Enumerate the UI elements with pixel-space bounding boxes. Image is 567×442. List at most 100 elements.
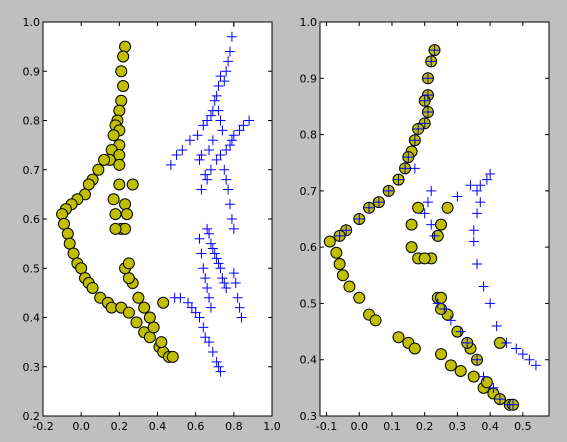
x-tick-label: 0.2 <box>416 420 434 433</box>
cross-point <box>194 312 205 323</box>
cross-point <box>198 120 209 131</box>
cross-point <box>213 81 224 92</box>
circle-point <box>343 280 356 293</box>
cross-point <box>196 248 207 259</box>
cross-point <box>403 152 414 163</box>
cross-point <box>171 149 182 160</box>
circle-point <box>132 291 145 304</box>
cross-point <box>221 66 232 77</box>
cross-point <box>354 214 365 224</box>
cross-point <box>432 298 443 309</box>
cross-point <box>472 259 483 270</box>
circle-point <box>109 222 122 235</box>
circle-point <box>157 296 170 309</box>
cross-point <box>226 31 237 42</box>
cross-point <box>202 223 213 234</box>
cross-point <box>228 268 239 279</box>
x-tick-label: 0.4 <box>481 420 499 433</box>
cross-point <box>215 366 226 377</box>
cross-point <box>184 135 195 146</box>
cross-point <box>219 164 230 175</box>
cross-point <box>465 180 476 191</box>
cross-point <box>165 159 176 170</box>
cross-point <box>409 135 420 146</box>
cross-point <box>373 197 384 208</box>
cross-point <box>439 304 450 315</box>
circle-point <box>115 94 128 107</box>
circle-point <box>405 241 418 254</box>
cross-point <box>455 326 466 337</box>
cross-point <box>472 185 483 196</box>
circle-point <box>122 272 135 285</box>
x-tick-label: 0.1 <box>383 420 401 433</box>
cross-point <box>530 360 541 371</box>
circle-point <box>86 281 99 294</box>
circle-point <box>117 50 130 63</box>
circle-point <box>113 158 126 171</box>
scatter-panel-left: -0.2 0.0 0.2 0.4 0.6 0.8 1.0 0.2 0.3 0.4 0.5 0.6 0.7… <box>23 16 281 433</box>
y-tick-label: 1.0 <box>23 16 41 29</box>
cross-point <box>211 90 222 101</box>
cross-point <box>230 278 241 289</box>
circle-point <box>441 201 454 214</box>
circle-point <box>138 301 151 314</box>
cross-point <box>419 208 430 219</box>
y-tick-label: 0.9 <box>300 72 318 85</box>
cross-point <box>478 371 489 382</box>
cross-point <box>228 130 239 141</box>
cross-point <box>422 90 433 101</box>
cross-point <box>204 228 215 239</box>
x-tick-label: 0.4 <box>149 420 167 433</box>
circle-point <box>67 247 80 260</box>
circle-point <box>126 178 139 191</box>
cross-point <box>226 214 237 224</box>
plot-area <box>323 44 541 411</box>
circle-point <box>143 331 156 344</box>
cross-point <box>445 315 456 326</box>
cross-point <box>472 354 483 365</box>
cross-point <box>383 185 394 196</box>
cross-point <box>234 125 245 136</box>
cross-point <box>213 105 224 116</box>
cross-point <box>501 337 512 348</box>
cross-point <box>234 302 245 313</box>
cross-point <box>205 302 216 313</box>
cross-point <box>400 163 411 174</box>
circle-point <box>323 235 336 248</box>
cross-point <box>194 233 205 244</box>
y-tick-label: 0.6 <box>300 241 318 254</box>
circle-point <box>454 364 467 377</box>
circle-point <box>444 359 457 372</box>
axes-frame <box>319 21 550 417</box>
cross-point <box>204 337 215 348</box>
cross-point <box>223 184 234 195</box>
y-tick-label: 0.8 <box>23 115 41 128</box>
circle-point <box>122 257 135 270</box>
cross-point <box>228 223 239 234</box>
circle-point <box>480 376 493 389</box>
circle-point <box>130 316 143 329</box>
cross-point <box>409 163 420 174</box>
cross-point <box>422 73 433 84</box>
cross-point <box>205 164 216 175</box>
y-tick-label: 0.3 <box>23 361 41 374</box>
cross-point <box>215 263 226 274</box>
cross-point <box>211 356 222 367</box>
cross-point <box>226 135 237 146</box>
cross-point <box>475 197 486 208</box>
cross-point <box>202 282 213 293</box>
circle-point <box>418 252 431 265</box>
cross-point <box>508 399 519 410</box>
circle-point <box>107 129 120 142</box>
cross-point <box>524 354 535 365</box>
cross-point <box>221 174 232 185</box>
x-tick-label: 1.0 <box>263 420 281 433</box>
y-tick-label: 0.4 <box>23 312 41 325</box>
circle-point <box>82 178 95 191</box>
cross-point <box>198 263 209 274</box>
cross-point <box>205 238 216 249</box>
x-tick-label: 0.0 <box>351 420 369 433</box>
y-tick-label: 0.9 <box>23 65 41 78</box>
circle-point <box>147 321 160 334</box>
circle-point <box>336 269 349 282</box>
